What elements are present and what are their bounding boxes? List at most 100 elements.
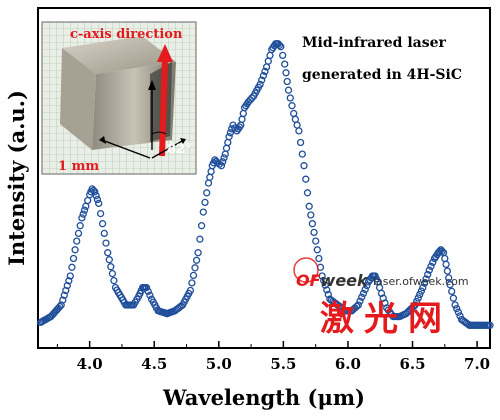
data-point <box>359 289 368 298</box>
x-tick-label: 4.0 <box>77 355 103 373</box>
crystal-image <box>60 36 176 150</box>
data-point <box>196 235 204 243</box>
data-point <box>295 127 303 135</box>
watermark-chinese: 激光网 <box>320 299 452 339</box>
x-axis-title: Wavelength (μm) <box>162 385 365 410</box>
data-point <box>486 321 494 329</box>
data-point <box>451 301 459 309</box>
data-point <box>321 281 329 289</box>
data-point <box>318 272 326 280</box>
data-point <box>63 281 71 290</box>
data-point <box>424 270 432 279</box>
data-point <box>74 229 83 238</box>
y-axis-title: Intensity (a.u.) <box>4 90 29 266</box>
c-axis-arrow <box>157 44 173 157</box>
data-point <box>221 150 229 158</box>
data-point <box>104 249 112 257</box>
data-point <box>358 293 366 301</box>
data-point <box>100 229 108 238</box>
data-point <box>417 287 425 295</box>
angle-arc <box>151 131 167 135</box>
data-point <box>435 247 444 255</box>
data-point <box>453 304 461 313</box>
data-point <box>220 154 228 162</box>
data-point <box>203 189 211 197</box>
x-tick-label: 6.5 <box>399 355 425 373</box>
data-point <box>361 285 369 294</box>
data-point <box>277 43 285 51</box>
data-point <box>239 109 247 118</box>
data-point <box>206 173 214 181</box>
data-point <box>80 206 89 214</box>
data-point <box>73 237 81 245</box>
data-point <box>412 297 421 306</box>
data-point <box>68 263 76 271</box>
data-point <box>293 121 301 129</box>
data-point <box>95 199 103 208</box>
data-point <box>258 76 266 84</box>
watermark-logo: OFweek <box>296 271 369 290</box>
plot-frame <box>37 7 491 349</box>
data-point <box>298 150 306 158</box>
data-point <box>288 102 296 110</box>
data-point <box>69 254 78 263</box>
annotation-line-1: Mid-infrared laser <box>302 35 447 51</box>
data-point <box>283 77 291 86</box>
data-point <box>308 220 317 228</box>
watermark-domain: laser.ofweek.com <box>373 275 469 288</box>
data-point <box>66 272 74 280</box>
inset-scale-label: 1 mm <box>58 159 99 174</box>
data-point <box>256 80 264 89</box>
data-point <box>363 281 371 290</box>
data-point <box>411 301 419 309</box>
x-axis-ticks <box>56 341 478 348</box>
inset-angle-label: 82° <box>167 142 192 157</box>
data-point <box>324 290 332 299</box>
data-point <box>422 275 430 283</box>
data-point <box>107 263 115 271</box>
crystal-inset: c-axis direction 82° 1 mm <box>41 21 197 175</box>
data-point <box>261 67 269 76</box>
data-point <box>315 254 323 263</box>
ofweek-logo-mark <box>293 257 319 283</box>
data-point <box>62 286 70 295</box>
data-point <box>71 246 79 254</box>
data-point <box>419 283 427 292</box>
data-point <box>197 222 206 230</box>
data-point <box>92 192 100 200</box>
data-point <box>279 51 287 60</box>
data-point <box>291 115 300 123</box>
data-point <box>443 267 452 275</box>
data-point <box>354 301 362 309</box>
data-point <box>108 269 117 278</box>
data-point <box>425 266 433 274</box>
data-point <box>188 279 196 287</box>
data-point <box>420 279 429 287</box>
x-tick-label: 5.5 <box>270 355 296 373</box>
data-point <box>199 208 207 216</box>
data-point <box>144 287 152 296</box>
data-point <box>290 109 298 118</box>
data-point <box>93 195 102 204</box>
scale-arrow <box>99 136 186 159</box>
data-point <box>76 222 84 230</box>
data-point <box>416 290 424 299</box>
data-point <box>65 277 73 285</box>
data-point <box>224 138 232 147</box>
data-point <box>281 60 289 68</box>
data-point <box>225 133 233 141</box>
data-point <box>427 262 435 270</box>
data-point <box>353 302 361 311</box>
data-point <box>78 214 86 222</box>
data-point <box>226 129 235 137</box>
data-point <box>102 239 110 247</box>
data-point <box>323 286 331 294</box>
normal-arrow <box>148 80 156 150</box>
data-point <box>275 41 284 49</box>
data-point <box>320 276 328 285</box>
data-point <box>302 175 310 183</box>
data-point <box>219 158 227 166</box>
data-point <box>445 274 453 282</box>
x-tick-label: 4.5 <box>141 355 167 373</box>
